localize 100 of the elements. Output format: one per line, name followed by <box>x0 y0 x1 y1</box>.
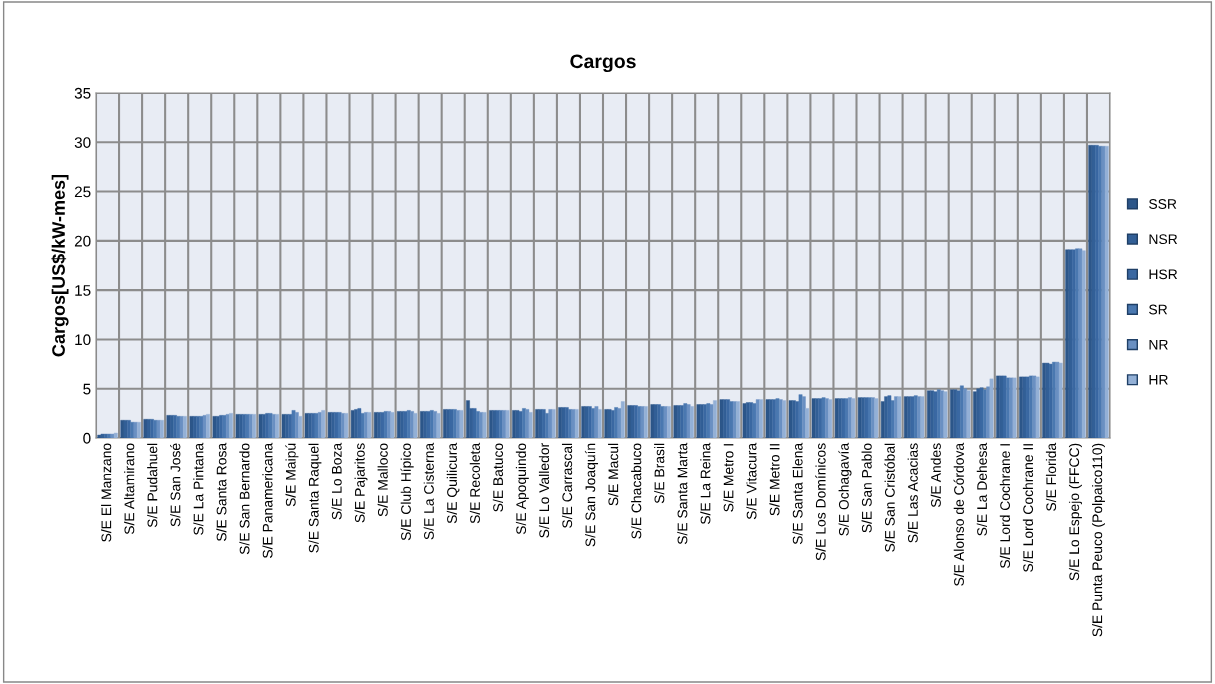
bar <box>357 408 362 438</box>
legend-label: NSR <box>1149 234 1178 245</box>
bar <box>989 378 994 438</box>
legend-label: SSR <box>1149 199 1177 209</box>
x-tick-label: S/E Maipú <box>285 443 299 507</box>
y-tick-label: 20 <box>74 235 91 247</box>
bar <box>890 400 895 438</box>
bar <box>252 414 256 438</box>
bar <box>742 403 747 438</box>
x-tick-label: S/E Chacabuco <box>631 443 642 539</box>
bar <box>713 400 717 438</box>
x-tick-label: S/E Los Domínicos <box>815 443 826 561</box>
bar <box>413 413 418 438</box>
bar <box>350 410 355 438</box>
x-tick-label: S/E Santa Elena <box>792 442 803 545</box>
x-tick-label: S/E Altamirano <box>124 443 135 535</box>
x-tick-label: S/E Andes <box>930 443 941 508</box>
bar <box>436 413 441 438</box>
x-tick-label: S/E La Dehesa <box>976 442 987 536</box>
bar <box>782 400 786 438</box>
y-tick-label: 30 <box>74 137 91 148</box>
bar <box>759 399 763 438</box>
x-tick-label: S/E Santa Raquel <box>308 443 322 553</box>
x-tick-label: S/E San Cristóbal <box>884 443 895 552</box>
x-tick-label: S/E Quilicura <box>446 442 460 524</box>
x-tick-label: S/E Panamericana <box>262 442 273 559</box>
bar <box>459 410 464 438</box>
bar <box>897 396 902 438</box>
bar <box>304 413 309 438</box>
bar <box>321 410 326 438</box>
x-tick-label: S/E Lo Boza <box>331 442 342 520</box>
bar <box>828 399 833 438</box>
x-tick-label: S/E Lord Cochrane I <box>999 444 1011 569</box>
bar <box>206 414 210 438</box>
bar <box>857 397 862 438</box>
x-tick-label: S/E Macul <box>608 443 619 506</box>
y-tick-label: 15 <box>75 285 91 296</box>
x-tick-label: S/E Malloco <box>377 443 388 517</box>
x-tick-label: S/E Vitacura <box>746 442 757 520</box>
x-tick-label: S/E Alonso de Córdova <box>953 442 964 586</box>
bar <box>298 416 303 438</box>
x-tick-label: S/E Florida <box>1045 442 1057 511</box>
bar <box>943 391 948 438</box>
legend-label: HSR <box>1149 269 1178 280</box>
bar <box>344 413 349 438</box>
x-tick-label: S/E San José <box>170 443 181 527</box>
y-tick-label: 5 <box>83 383 91 395</box>
x-tick-label: S/E Carrascal <box>561 443 573 528</box>
x-tick-label: S/E La Reina <box>700 442 711 525</box>
bar <box>788 400 793 438</box>
x-tick-label: S/E Santa Marta <box>677 442 688 545</box>
bar <box>966 390 971 438</box>
legend-label: NR <box>1149 339 1168 350</box>
x-tick-label: S/E Las Acacias <box>907 443 918 543</box>
x-tick-label: S/E Lo Valledor <box>538 443 550 538</box>
x-tick-label: S/E San Joaquín <box>584 443 599 547</box>
bar <box>258 414 263 438</box>
x-tick-label: S/E San Bernardo <box>239 443 250 555</box>
x-tick-label: S/E La Pintana <box>193 442 204 535</box>
y-axis-title: Cargos[US$/kW-mes] <box>51 174 69 357</box>
bar <box>834 398 839 438</box>
x-tick-label: S/E La Cisterna <box>423 442 434 540</box>
bar <box>390 412 395 438</box>
bar <box>291 410 296 438</box>
x-tick-label: S/E Pajaritos <box>354 443 368 523</box>
y-tick-label: 35 <box>74 87 91 99</box>
bar <box>805 408 810 438</box>
bar <box>281 414 286 438</box>
x-tick-label: S/E Batuco <box>492 443 504 512</box>
x-tick-label: S/E Metro I <box>723 444 734 512</box>
legend-label: SR <box>1149 304 1168 315</box>
x-tick-label: S/E Ochagavía <box>838 442 852 536</box>
bar <box>667 406 671 438</box>
x-tick-label: S/E El Manzano <box>101 443 112 542</box>
y-tick-label: 10 <box>75 334 91 346</box>
y-tick-label: 0 <box>83 432 91 444</box>
bar <box>183 416 187 438</box>
x-tick-label: S/E Lord Cochrane II <box>1022 444 1034 572</box>
bar <box>690 406 694 438</box>
bar <box>811 398 816 438</box>
x-tick-label: S/E Pudahuel <box>147 443 158 528</box>
x-tick-label: S/E Apoquindo <box>515 443 529 535</box>
y-tick-label: 25 <box>74 186 91 198</box>
x-tick-label: S/E Lo Espejo (FFCC) <box>1068 443 1082 581</box>
x-tick-label: S/E Punta Peuco (Polpaico110) <box>1092 443 1105 637</box>
bar <box>327 412 332 438</box>
bar <box>360 413 365 438</box>
bar <box>367 412 372 438</box>
chart-title: Cargos <box>570 54 636 73</box>
legend-label: HR <box>1149 375 1168 385</box>
x-tick-label: S/E Club Hípico <box>400 443 414 541</box>
bar <box>851 398 856 438</box>
bar <box>874 398 879 438</box>
x-tick-label: S/E San Pablo <box>861 443 872 533</box>
bar <box>235 414 240 438</box>
bar <box>920 396 925 438</box>
x-tick-label: S/E Brasil <box>654 443 665 504</box>
bar <box>275 414 279 438</box>
bar <box>160 420 164 438</box>
bar <box>798 394 803 438</box>
